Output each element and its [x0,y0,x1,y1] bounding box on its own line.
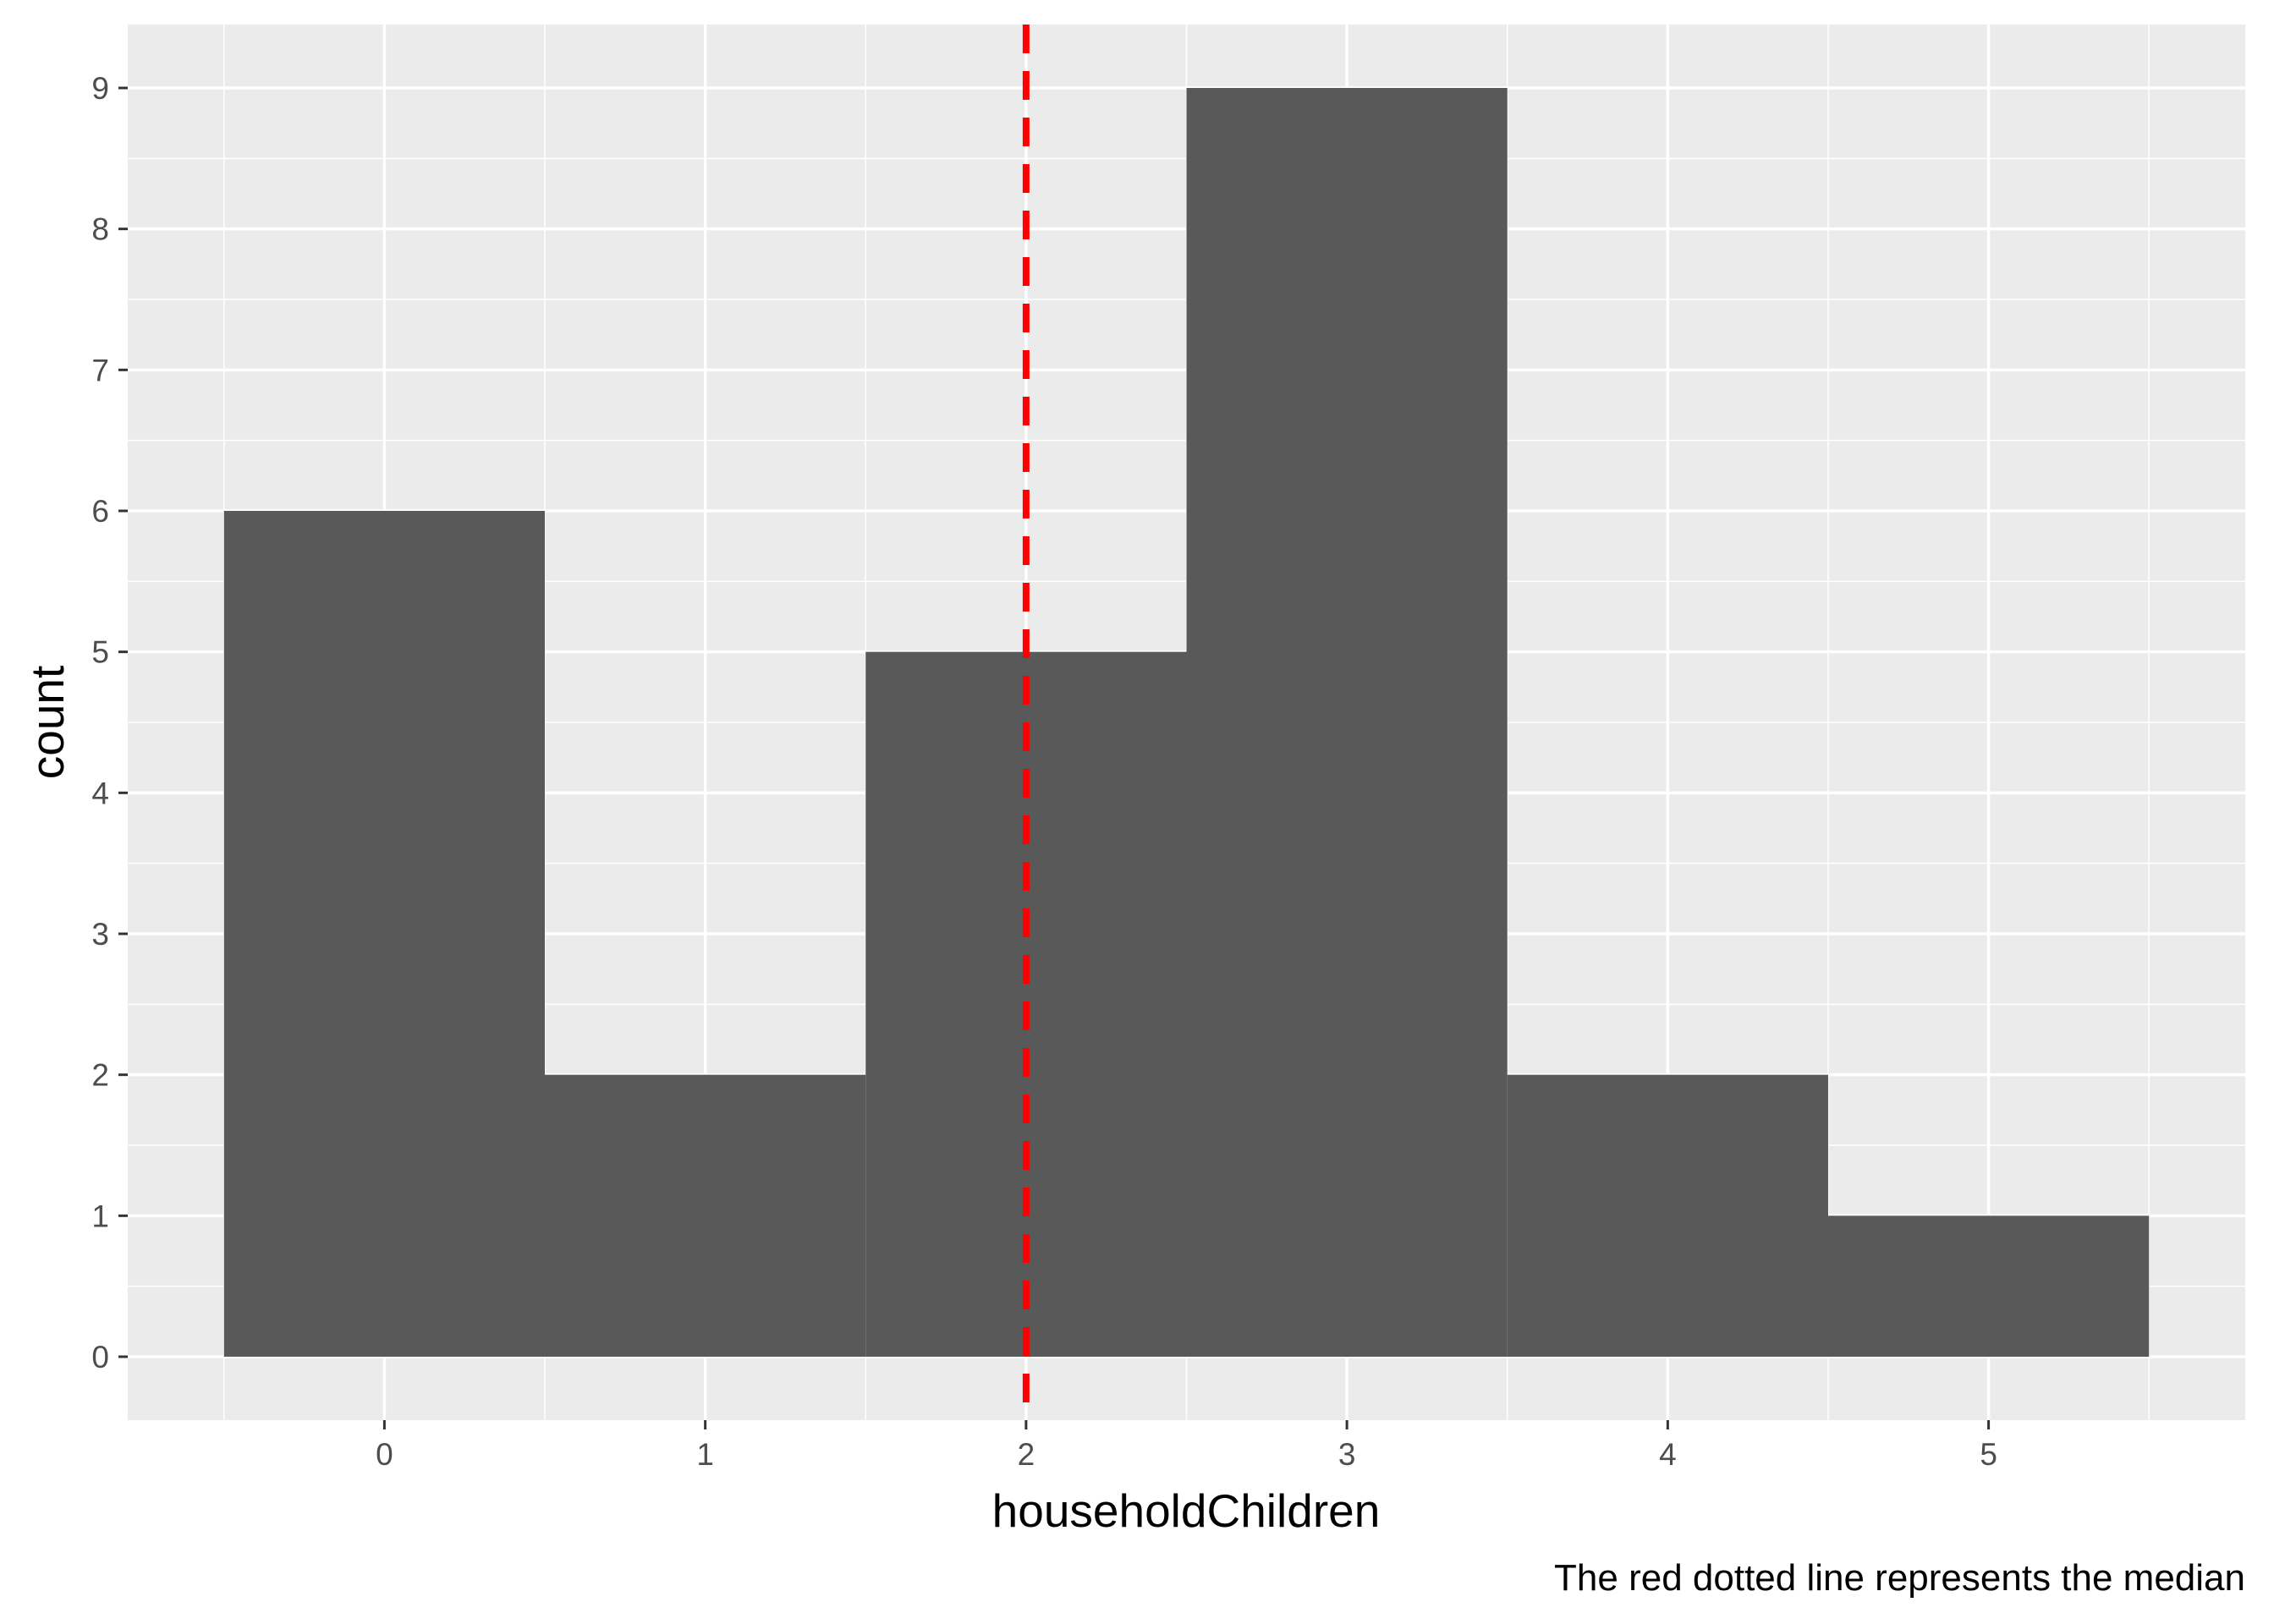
x-tick-label: 0 [376,1437,393,1472]
histogram-bar [223,511,546,1357]
x-tick-label: 1 [696,1437,714,1472]
y-tick-label: 6 [91,494,109,529]
histogram-bar [1827,1215,2150,1357]
x-axis: 0 1 2 3 4 5 [376,1420,1997,1472]
x-tick-label: 3 [1338,1437,1356,1472]
y-tick-label: 3 [91,917,109,952]
y-axis: 0 1 2 3 4 5 6 7 8 9 [91,71,128,1374]
y-tick-label: 8 [91,212,109,247]
histogram-bar [1186,88,1508,1357]
y-tick-label: 0 [91,1340,109,1374]
histogram-bar [545,1074,866,1357]
x-axis-title: householdChildren [992,1484,1381,1537]
y-tick-label: 5 [91,635,109,670]
y-tick-label: 4 [91,776,109,810]
y-tick-label: 9 [91,71,109,106]
y-tick-label: 2 [91,1058,109,1093]
x-tick-label: 5 [1980,1437,1997,1472]
y-tick-label: 7 [91,353,109,387]
x-tick-label: 4 [1659,1437,1677,1472]
x-tick-label: 2 [1018,1437,1035,1472]
y-tick-label: 1 [91,1199,109,1233]
caption: The red dotted line represents the media… [1554,1557,2245,1599]
histogram-bar [1507,1074,1828,1357]
bars [223,88,2150,1357]
y-axis-title: count [21,666,74,780]
